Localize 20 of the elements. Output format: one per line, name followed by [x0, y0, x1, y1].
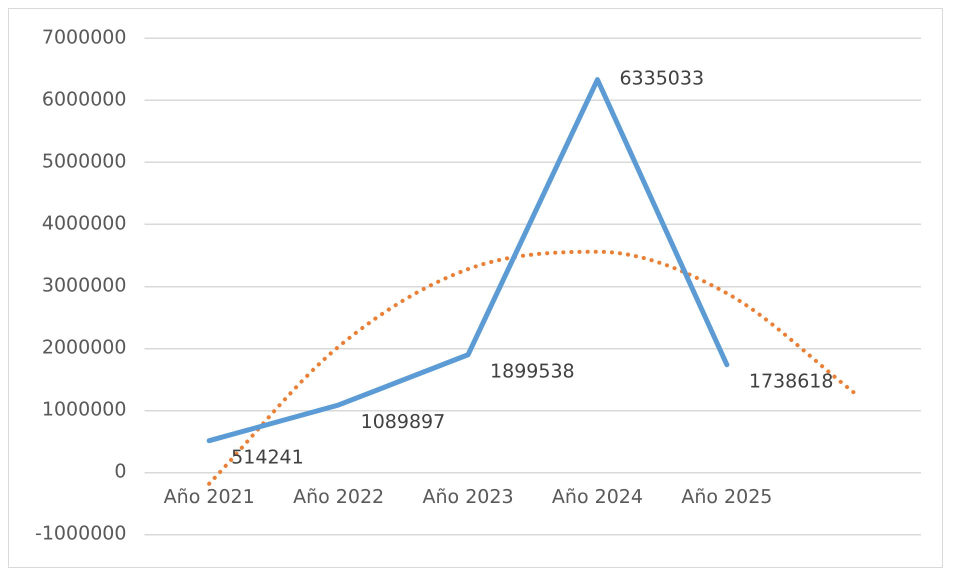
data-label: 1089897: [360, 410, 446, 433]
y-tick-label: 2000000: [42, 336, 126, 358]
data-label: 514241: [231, 446, 304, 469]
x-tick-label: Año 2021: [164, 486, 255, 508]
y-tick-label: 0: [114, 460, 126, 483]
line-series: [207, 250, 858, 486]
y-tick-label: 7000000: [42, 26, 126, 48]
y-tick-label: 4000000: [42, 212, 126, 234]
y-tick-label: 6000000: [42, 88, 126, 110]
data-label: 6335033: [619, 68, 704, 90]
x-tick-label: Año 2023: [422, 486, 514, 508]
x-tick-label: Año 2024: [552, 486, 643, 508]
x-tick-label: Año 2025: [681, 486, 772, 508]
data-label: 1738618: [748, 370, 834, 393]
y-tick-label: 1000000: [42, 398, 126, 420]
data-label: 1899538: [490, 360, 575, 383]
y-tick-label: 3000000: [42, 274, 126, 296]
y-tick-label: -1000000: [34, 522, 126, 545]
x-tick-label: Año 2022: [293, 486, 384, 508]
y-tick-label: 5000000: [42, 150, 126, 172]
